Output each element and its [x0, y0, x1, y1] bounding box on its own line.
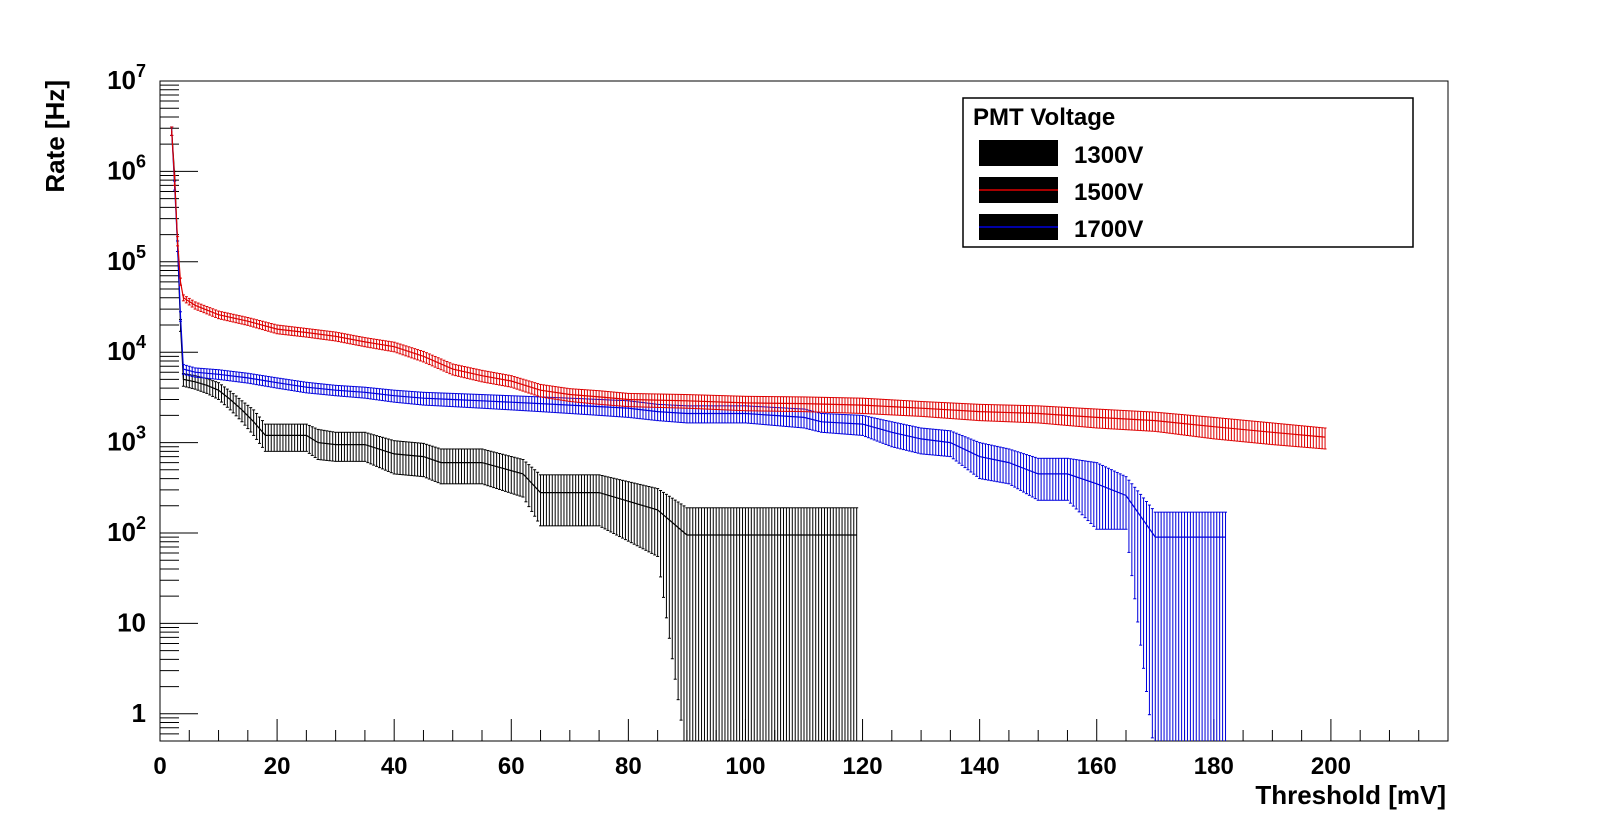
y-tick-label: 107 — [107, 61, 146, 95]
x-tick-label: 160 — [1077, 753, 1117, 780]
x-tick-label: 120 — [843, 753, 883, 780]
x-tick-label: 140 — [960, 753, 1000, 780]
x-tick-label: 0 — [153, 753, 166, 780]
y-tick-label: 106 — [107, 151, 146, 185]
y-axis-label: Rate [Hz] — [40, 80, 70, 193]
y-tick-label: 1 — [132, 698, 146, 728]
x-axis-label: Threshold [mV] — [1255, 780, 1446, 810]
x-tick-label: 80 — [615, 753, 642, 780]
x-tick-label: 20 — [264, 753, 291, 780]
y-tick-label: 102 — [107, 513, 146, 547]
x-tick-label: 100 — [725, 753, 765, 780]
y-axis: 1 10 102 103 104 105 106 107 — [107, 61, 198, 742]
x-tick-label: 200 — [1311, 753, 1351, 780]
x-tick-label: 40 — [381, 753, 408, 780]
y-tick-label: 10 — [117, 607, 146, 637]
series-layer — [170, 126, 1327, 741]
legend-entry-1700v: 1700V — [1074, 216, 1143, 243]
series-1300v — [170, 126, 859, 741]
legend: PMT Voltage 1300V 1500V 1700V — [962, 97, 1414, 248]
y-tick-label: 103 — [107, 423, 146, 457]
legend-entry-1300v: 1300V — [1074, 142, 1143, 169]
series-1500v — [170, 126, 1327, 450]
series-1700v — [170, 126, 1228, 741]
x-tick-label: 180 — [1194, 753, 1234, 780]
y-tick-label: 104 — [107, 332, 146, 366]
legend-entry-1500v: 1500V — [1074, 179, 1143, 206]
y-tick-label: 105 — [107, 242, 146, 276]
x-tick-label: 60 — [498, 753, 525, 780]
legend-title: PMT Voltage — [973, 104, 1115, 131]
